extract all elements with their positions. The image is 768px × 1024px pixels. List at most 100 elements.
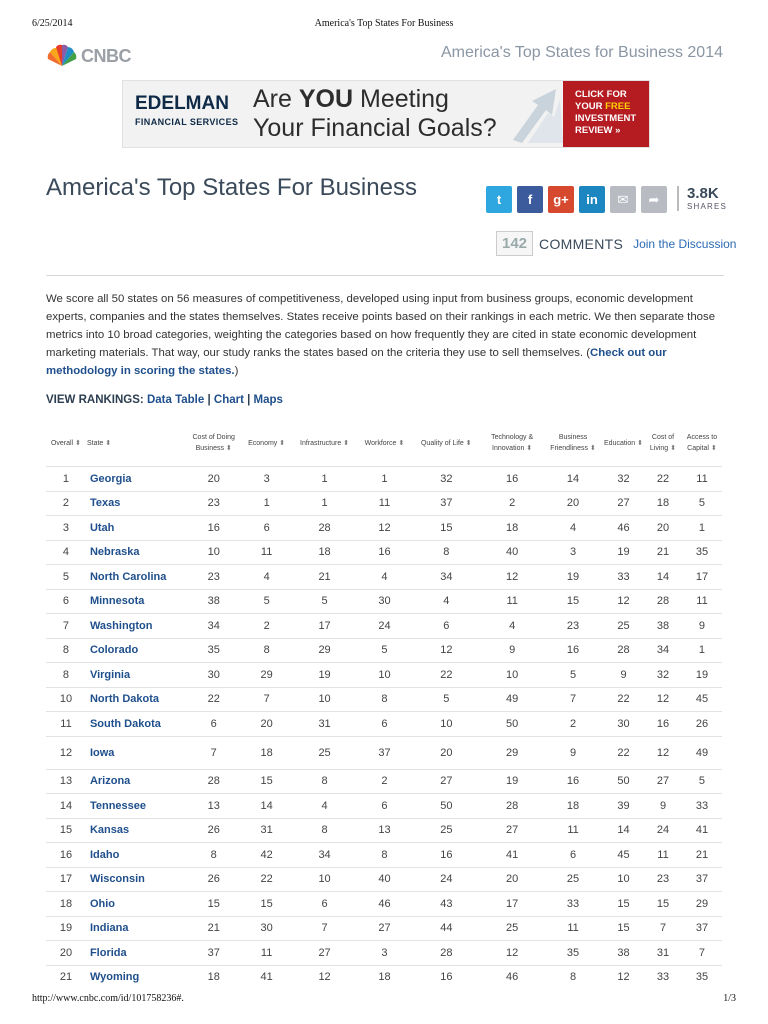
join-discussion-link[interactable]: Join the Discussion (633, 236, 737, 251)
state-link[interactable]: Tennessee (85, 793, 186, 818)
sort-icon[interactable]: ⬍ (526, 445, 533, 452)
score-cell: 27 (411, 768, 482, 794)
score-cell: 30 (357, 588, 412, 614)
column-header[interactable]: Economy ⬍ (242, 420, 292, 467)
state-link[interactable]: Florida (85, 940, 186, 965)
table-row: 13 Arizona 28 15 8 2 27 19 16 50 27 5 (46, 768, 722, 794)
share-share-button[interactable]: ➦ (641, 186, 667, 213)
state-link[interactable]: North Carolina (85, 564, 186, 589)
table-row: 16 Idaho 8 42 34 8 16 41 6 45 11 21 (46, 842, 722, 867)
state-link[interactable]: Nebraska (85, 539, 186, 565)
state-link[interactable]: Texas (85, 490, 186, 516)
column-header[interactable]: Infrastructure ⬍ (292, 420, 358, 467)
score-cell: 6 (241, 515, 292, 540)
state-link[interactable]: Virginia (85, 662, 186, 687)
column-header[interactable]: Access to Capital ⬍ (682, 420, 722, 467)
score-cell: 25 (543, 866, 604, 892)
score-cell: 12 (481, 564, 544, 589)
score-cell: 18 (185, 964, 242, 989)
state-link[interactable]: Iowa (85, 735, 186, 769)
sort-icon[interactable]: ⬍ (465, 439, 472, 447)
column-header[interactable]: Cost of Living ⬍ (644, 420, 682, 467)
sort-icon[interactable]: ⬍ (589, 445, 596, 452)
state-link[interactable]: Ohio (85, 891, 186, 916)
state-link[interactable]: Kansas (85, 817, 186, 843)
score-cell: 1 (291, 490, 358, 516)
ad-brand: EDELMAN FINANCIAL SERVICES (135, 93, 239, 127)
methodology-link[interactable]: Check out our methodology in scoring the… (46, 347, 667, 377)
score-cell: 18 (644, 490, 682, 516)
comments-count-badge[interactable]: 142 (496, 231, 534, 256)
state-link[interactable]: Colorado (85, 637, 186, 663)
state-link[interactable]: Washington (85, 613, 186, 638)
state-link[interactable]: Arizona (85, 768, 186, 794)
score-cell: 19 (681, 662, 722, 687)
cnbc-logo[interactable]: CNBC (47, 42, 157, 70)
banner-ad[interactable]: EDELMAN FINANCIAL SERVICES Are YOU Meeti… (122, 80, 650, 148)
column-header[interactable]: Business Friendliness ⬍ (543, 420, 603, 467)
ad-cta[interactable]: CLICK FOR YOUR FREE INVESTMENT REVIEW » (563, 81, 649, 147)
table-body: 1 Georgia 20 3 1 1 32 16 14 32 22 11 2 Texas 23 1 1 11 37 2… (46, 466, 722, 989)
score-cell: 23 (644, 866, 682, 892)
twitter-share-button[interactable]: t (486, 186, 512, 213)
score-cell: 37 (185, 940, 242, 965)
google-plus-share-button[interactable]: g+ (548, 186, 574, 213)
column-header[interactable]: Overall ⬍ (46, 420, 86, 467)
state-link[interactable]: Indiana (85, 915, 186, 941)
logo-text: CNBC (81, 45, 132, 66)
maps-link[interactable]: Maps (253, 394, 283, 406)
state-link[interactable]: Wyoming (85, 964, 186, 989)
rank-cell: 4 (46, 539, 86, 565)
column-header[interactable]: Cost of Doing Business ⬍ (186, 420, 242, 467)
score-cell: 50 (603, 768, 645, 794)
score-cell: 3 (241, 466, 292, 491)
table-row: 11 South Dakota 6 20 31 6 10 50 2 30 16 26 (46, 711, 722, 736)
score-cell: 4 (411, 588, 482, 614)
sort-icon[interactable]: ⬍ (637, 439, 644, 447)
sort-icon[interactable]: ⬍ (710, 445, 717, 452)
view-rankings-nav: VIEW RANKINGS: Data Table | Chart | Maps (46, 394, 283, 406)
score-cell: 31 (291, 711, 358, 736)
sort-icon[interactable]: ⬍ (225, 445, 232, 452)
score-cell: 14 (644, 564, 682, 589)
state-link[interactable]: Georgia (85, 466, 186, 491)
table-header-row: Overall ⬍ State ⬍ Cost of Doing Business ⬍ Eco… (46, 420, 722, 467)
data-table-link[interactable]: Data Table (146, 394, 205, 406)
score-cell: 12 (603, 964, 645, 989)
email-share-button[interactable]: ✉ (610, 186, 636, 213)
sort-icon[interactable]: ⬍ (75, 439, 81, 447)
column-header[interactable]: Quality of Life ⬍ (411, 420, 481, 467)
score-cell: 16 (481, 466, 544, 491)
state-link[interactable]: Utah (85, 515, 186, 540)
column-header[interactable]: Technology & Innovation ⬍ (481, 420, 543, 467)
state-link[interactable]: Wisconsin (85, 866, 186, 892)
sort-icon[interactable]: ⬍ (670, 445, 677, 452)
score-cell: 10 (357, 662, 412, 687)
peacock-icon (47, 44, 77, 66)
sort-icon[interactable]: ⬍ (105, 439, 112, 447)
state-link[interactable]: South Dakota (85, 711, 186, 736)
comments-bar: 142 COMMENTS Join the Discussion (496, 231, 736, 256)
state-link[interactable]: Idaho (85, 842, 186, 867)
column-header[interactable]: State ⬍ (86, 420, 186, 467)
sort-icon[interactable]: ⬍ (343, 439, 350, 447)
print-date: 6/25/2014 (32, 18, 73, 29)
email-icon: ✉ (617, 191, 629, 207)
column-header[interactable]: Workforce ⬍ (358, 420, 412, 467)
state-link[interactable]: North Dakota (85, 686, 186, 712)
score-cell: 49 (481, 686, 544, 712)
score-cell: 46 (481, 964, 544, 989)
score-cell: 9 (681, 613, 722, 638)
column-header[interactable]: Education ⬍ (603, 420, 644, 467)
sort-icon[interactable]: ⬍ (398, 439, 405, 447)
score-cell: 11 (644, 842, 682, 867)
score-cell: 8 (241, 637, 292, 663)
sort-icon[interactable]: ⬍ (279, 439, 286, 447)
state-link[interactable]: Minnesota (85, 588, 186, 614)
facebook-share-button[interactable]: f (517, 186, 543, 213)
table-row: 8 Colorado 35 8 29 5 12 9 16 28 34 1 (46, 637, 722, 663)
score-cell: 11 (357, 490, 412, 516)
chart-link[interactable]: Chart (213, 394, 244, 406)
linkedin-share-button[interactable]: in (579, 186, 605, 213)
score-cell: 4 (481, 613, 544, 638)
